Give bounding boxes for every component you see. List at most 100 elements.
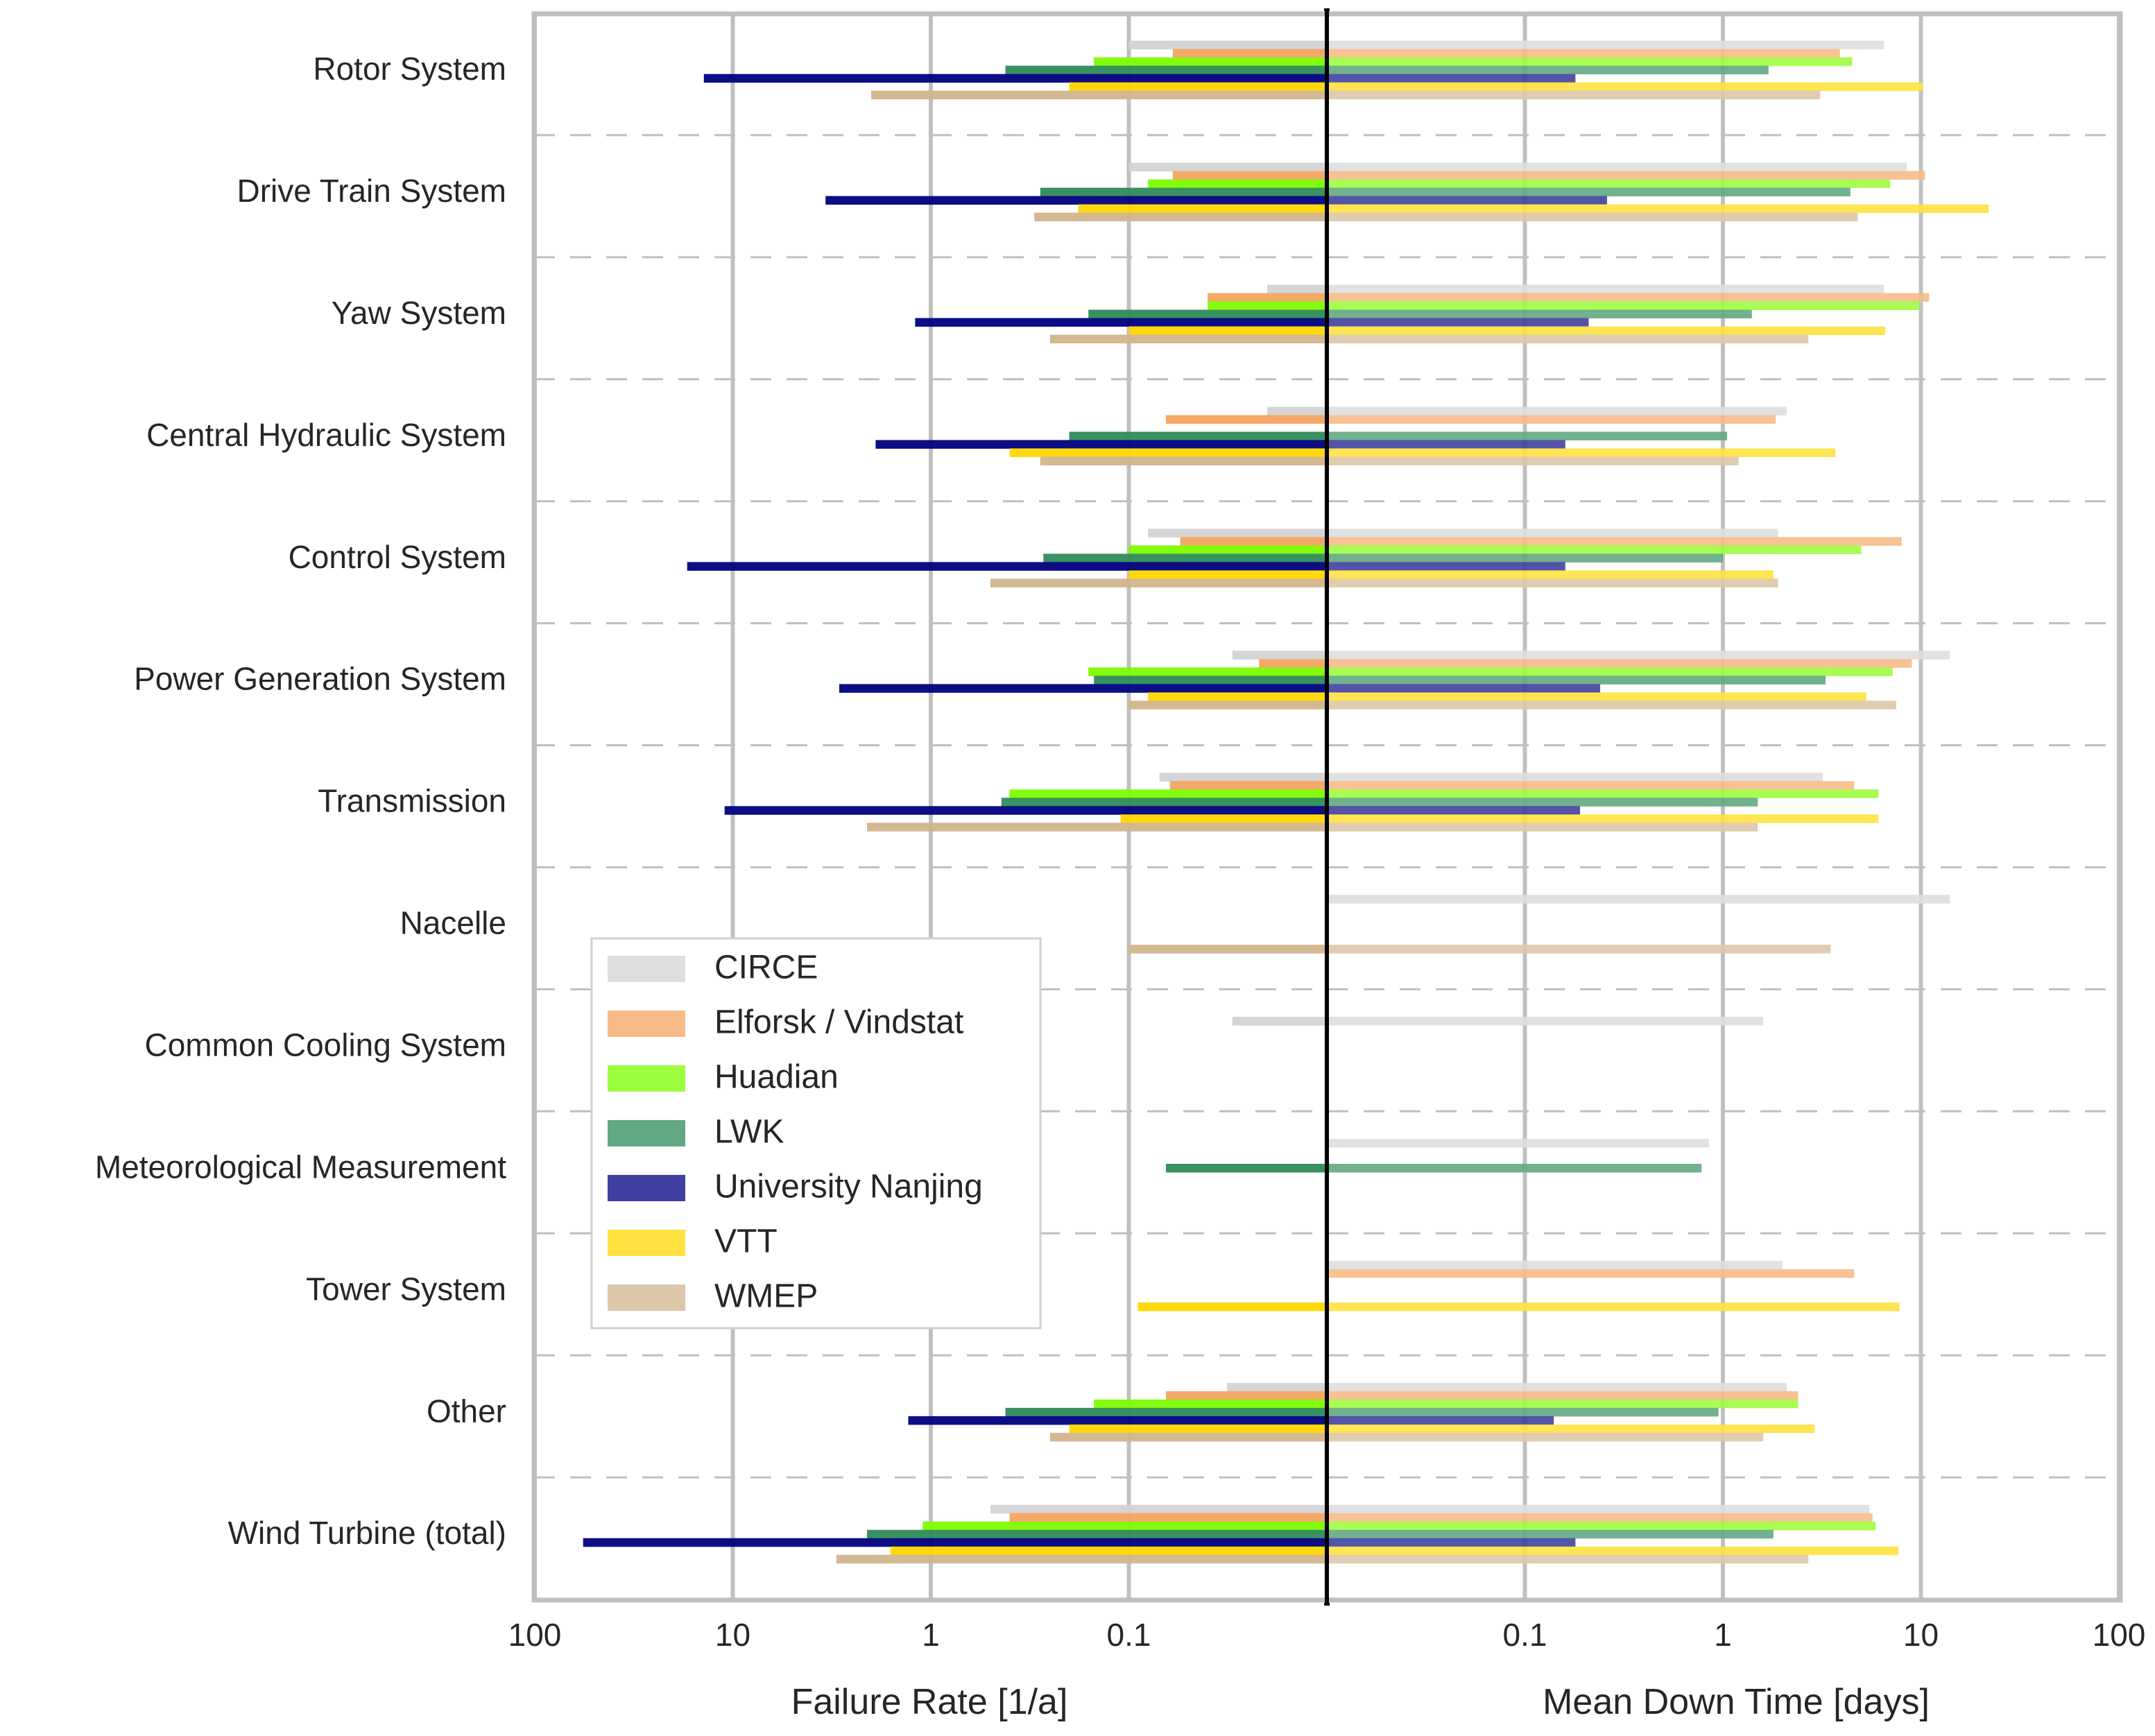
bar-failure-rate — [915, 318, 1327, 327]
bar-mean-down-time — [1327, 196, 1607, 205]
bar-failure-rate — [1009, 789, 1327, 798]
bar-failure-rate — [1094, 676, 1327, 685]
bar-failure-rate — [1094, 57, 1327, 67]
bar-mean-down-time — [1327, 1407, 1719, 1417]
category-label: Power Generation System — [134, 661, 506, 697]
bar-failure-rate — [1137, 1302, 1327, 1312]
bar-mean-down-time — [1327, 1382, 1787, 1392]
left-tick-label: 0.1 — [1107, 1617, 1151, 1653]
bar-failure-rate — [1009, 448, 1327, 457]
bar-failure-rate — [1043, 553, 1327, 562]
bar-mean-down-time — [1327, 798, 1758, 807]
bar-mean-down-time — [1327, 406, 1787, 415]
bar-mean-down-time — [1327, 318, 1589, 327]
bar-failure-rate — [1267, 406, 1327, 415]
bar-mean-down-time — [1327, 545, 1862, 554]
bar-failure-rate — [867, 823, 1327, 832]
bar-failure-rate — [825, 196, 1327, 205]
bar-failure-rate — [922, 1521, 1327, 1531]
bar-failure-rate — [1128, 162, 1327, 172]
bar-failure-rate — [1040, 456, 1327, 465]
bar-failure-rate — [1148, 528, 1327, 538]
bar-mean-down-time — [1327, 1546, 1899, 1556]
bar-failure-rate — [1148, 179, 1327, 189]
bar-failure-rate — [990, 578, 1327, 587]
bar-failure-rate — [1069, 82, 1327, 92]
mean-down-time-bars — [1327, 40, 1989, 1564]
bar-failure-rate — [703, 74, 1327, 83]
bar-mean-down-time — [1327, 570, 1774, 579]
bar-mean-down-time — [1327, 895, 1950, 904]
bar-failure-rate — [990, 1504, 1327, 1514]
bar-failure-rate — [1232, 651, 1327, 660]
legend-label: CIRCE — [714, 949, 818, 986]
bar-failure-rate — [1069, 1424, 1327, 1434]
bar-failure-rate — [1180, 537, 1327, 546]
bar-mean-down-time — [1327, 90, 1821, 100]
left-axis-title: Failure Rate [1/a] — [791, 1682, 1068, 1722]
bar-failure-rate — [1208, 301, 1327, 311]
right-tick-label: 0.1 — [1503, 1617, 1547, 1653]
bar-failure-rate — [1159, 773, 1327, 782]
category-label: Yaw System — [332, 295, 506, 331]
legend-label: WMEP — [714, 1278, 818, 1315]
bar-failure-rate — [1078, 204, 1327, 214]
bar-mean-down-time — [1327, 1399, 1798, 1409]
bar-failure-rate — [1172, 171, 1327, 180]
right-tick-label: 100 — [2093, 1617, 2146, 1653]
bar-mean-down-time — [1327, 204, 1989, 214]
left-tick-label: 1 — [922, 1617, 940, 1653]
bar-mean-down-time — [1327, 40, 1884, 50]
bar-mean-down-time — [1327, 65, 1769, 75]
left-tick-label: 100 — [508, 1617, 562, 1653]
bar-mean-down-time — [1327, 212, 1858, 222]
bar-mean-down-time — [1327, 49, 1840, 58]
bar-mean-down-time — [1327, 82, 1923, 92]
bar-mean-down-time — [1327, 334, 1809, 344]
category-labels: Rotor System Drive Train System Yaw System… — [95, 51, 506, 1551]
bar-mean-down-time — [1327, 562, 1565, 571]
bar-mean-down-time — [1327, 162, 1907, 172]
bar-mean-down-time — [1327, 1432, 1764, 1442]
legend-label: VTT — [714, 1223, 778, 1260]
bar-mean-down-time — [1327, 692, 1866, 701]
bar-failure-rate — [1169, 781, 1327, 790]
bar-mean-down-time — [1327, 456, 1739, 465]
bar-mean-down-time — [1327, 1513, 1873, 1522]
legend: CIRCE Elforsk / Vindstat Huadian LWK Univers… — [590, 937, 1042, 1330]
bar-mean-down-time — [1327, 676, 1826, 685]
bar-failure-rate — [1128, 701, 1327, 710]
bar-failure-rate — [1120, 814, 1327, 823]
bar-mean-down-time — [1327, 284, 1884, 294]
bar-mean-down-time — [1327, 781, 1855, 790]
bar-failure-rate — [1172, 49, 1327, 58]
legend-swatch — [608, 1120, 685, 1146]
bar-mean-down-time — [1327, 1529, 1774, 1539]
bar-failure-rate — [1128, 326, 1327, 336]
category-label: Wind Turbine (total) — [228, 1515, 506, 1551]
bar-mean-down-time — [1327, 684, 1601, 693]
bar-mean-down-time — [1327, 431, 1728, 440]
bar-mean-down-time — [1327, 528, 1778, 538]
bar-mean-down-time — [1327, 1538, 1576, 1547]
bar-mean-down-time — [1327, 1554, 1809, 1564]
bar-mean-down-time — [1327, 945, 1831, 954]
legend-label: Elforsk / Vindstat — [714, 1004, 963, 1041]
bar-mean-down-time — [1327, 667, 1893, 676]
legend-swatch — [608, 956, 685, 982]
bar-mean-down-time — [1327, 448, 1836, 457]
bar-failure-rate — [839, 684, 1327, 693]
bar-failure-rate — [871, 90, 1327, 100]
bar-failure-rate — [1128, 945, 1327, 954]
bar-failure-rate — [1009, 1513, 1327, 1522]
bar-failure-rate — [1128, 570, 1327, 579]
category-label: Central Hydraulic System — [146, 417, 506, 453]
category-label: Common Cooling System — [144, 1027, 506, 1063]
category-label: Nacelle — [400, 905, 506, 941]
bar-mean-down-time — [1327, 1269, 1855, 1278]
bar-mean-down-time — [1327, 659, 1912, 668]
bar-failure-rate — [1005, 1407, 1327, 1417]
bar-failure-rate — [1005, 65, 1327, 75]
bar-mean-down-time — [1327, 1424, 1815, 1434]
bar-failure-rate — [1148, 692, 1327, 701]
